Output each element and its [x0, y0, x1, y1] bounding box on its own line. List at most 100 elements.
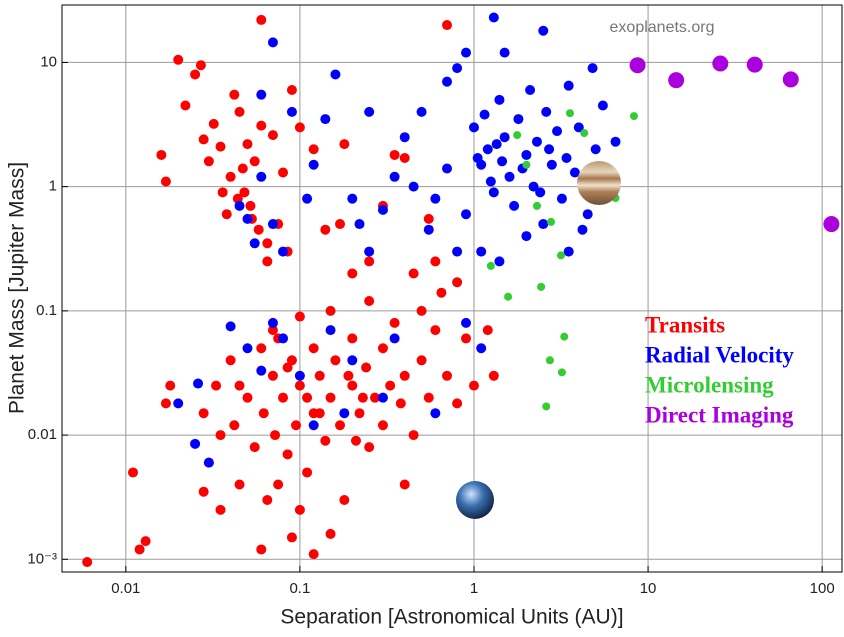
data-point: [556, 193, 567, 204]
data-point: [668, 72, 685, 89]
data-point: [225, 171, 236, 182]
data-point: [823, 216, 840, 233]
data-point: [408, 268, 419, 279]
data-point: [294, 504, 305, 515]
data-point: [249, 238, 260, 249]
data-point: [538, 25, 549, 36]
data-point: [452, 398, 463, 409]
data-point: [552, 126, 563, 137]
data-point: [229, 420, 240, 431]
data-point: [416, 106, 427, 117]
data-point: [256, 343, 267, 354]
data-point: [234, 106, 245, 117]
data-point: [629, 57, 646, 74]
data-point: [262, 238, 273, 249]
data-point: [563, 80, 574, 91]
data-point: [416, 355, 427, 366]
data-point: [160, 176, 171, 187]
data-point: [208, 118, 219, 129]
data-point: [278, 246, 289, 257]
data-point: [482, 325, 493, 336]
data-point: [499, 132, 510, 143]
data-point: [499, 47, 510, 58]
x-axis-label: Separation [Astronomical Units (AU)]: [280, 606, 623, 629]
data-point: [256, 120, 267, 131]
data-point: [364, 256, 375, 267]
data-point: [488, 12, 499, 23]
data-point: [286, 355, 297, 366]
legend-entry: Direct Imaging: [645, 402, 794, 427]
data-point: [350, 435, 361, 446]
data-point: [190, 438, 201, 449]
data-point: [476, 246, 487, 257]
data-point: [582, 209, 593, 220]
data-point: [369, 392, 380, 403]
data-point: [525, 84, 536, 95]
data-point: [442, 163, 453, 174]
data-point: [203, 156, 214, 167]
data-point: [546, 159, 557, 170]
data-point: [587, 63, 598, 74]
data-point: [245, 200, 256, 211]
data-point: [330, 69, 341, 80]
data-point: [320, 114, 331, 125]
data-point: [234, 380, 245, 391]
data-point: [423, 224, 434, 235]
data-point: [339, 139, 350, 150]
legend-entry: Transits: [645, 312, 725, 337]
data-point: [399, 479, 410, 490]
data-point: [430, 256, 441, 267]
data-point: [389, 171, 400, 182]
data-point: [286, 532, 297, 543]
data-point: [294, 311, 305, 322]
data-point: [217, 187, 228, 198]
data-point: [180, 100, 191, 111]
data-point: [423, 392, 434, 403]
data-point: [532, 201, 541, 210]
data-point: [560, 332, 569, 341]
x-tick-label: 0.01: [111, 580, 140, 597]
data-point: [486, 261, 495, 270]
data-point: [267, 370, 278, 381]
data-point: [347, 193, 358, 204]
data-point: [229, 89, 240, 100]
data-point: [364, 296, 375, 307]
data-point: [357, 392, 368, 403]
data-point: [256, 365, 267, 376]
data-point: [282, 362, 293, 373]
data-point: [294, 370, 305, 381]
data-point: [494, 256, 505, 267]
data-point: [468, 122, 479, 133]
data-point: [461, 333, 472, 344]
data-point: [389, 149, 400, 160]
data-point: [452, 63, 463, 74]
data-point: [128, 467, 139, 478]
data-point: [377, 392, 388, 403]
data-point: [314, 408, 325, 419]
data-point: [237, 163, 248, 174]
data-point: [190, 69, 201, 80]
data-point: [408, 430, 419, 441]
data-point: [531, 136, 542, 147]
data-point: [198, 134, 209, 145]
data-point: [556, 251, 565, 260]
data-point: [452, 277, 463, 288]
data-point: [364, 442, 375, 453]
data-point: [629, 112, 638, 121]
y-axis-label: Planet Mass [Jupiter Mass]: [6, 162, 29, 414]
jupiter-icon: [577, 161, 621, 205]
data-point: [225, 321, 236, 332]
data-point: [165, 380, 176, 391]
data-point: [580, 129, 589, 138]
data-point: [302, 193, 313, 204]
data-point: [256, 544, 267, 555]
legend-entry: Radial Velocity: [645, 342, 794, 367]
data-point: [335, 219, 346, 230]
data-point: [256, 171, 267, 182]
legend-entry: Microlensing: [645, 372, 774, 397]
data-point: [286, 106, 297, 117]
y-tick-label: 0.01: [28, 426, 57, 443]
x-tick-label: 1: [470, 580, 478, 597]
data-point: [330, 355, 341, 366]
data-point: [361, 362, 372, 373]
